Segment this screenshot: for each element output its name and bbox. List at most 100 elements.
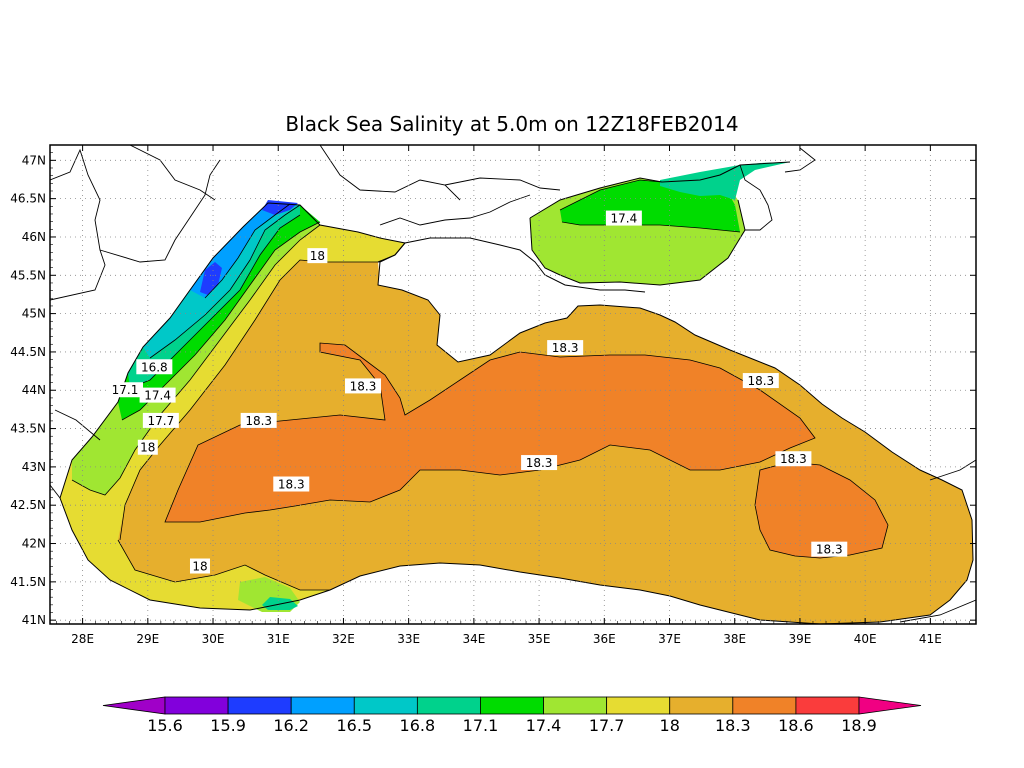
- colorbar-tick-label: 16.8: [400, 716, 436, 735]
- colorbar-segment: [669, 696, 734, 715]
- colorbar-tick-label: 17.4: [526, 716, 562, 735]
- contour-label-box: [136, 359, 173, 375]
- lon-tick-label: 35E: [528, 632, 551, 646]
- contour-label: 17.7: [147, 414, 174, 428]
- contour-label-box: [307, 248, 328, 264]
- colorbar-segment: [416, 696, 481, 715]
- lat-tick-label: 44N: [22, 383, 46, 397]
- lat-tick-label: 42.5N: [10, 498, 46, 512]
- colorbar: 15.6 15.9 16.2 16.5 16.8 17.1 17.4 17.7 18 18.3 18…: [102, 696, 922, 735]
- lat-tick-label: 43.5N: [10, 422, 46, 436]
- contour-label-box: [521, 455, 558, 471]
- lat-tick-label: 41N: [22, 613, 46, 627]
- colorbar-segment: [795, 696, 860, 715]
- contour-label-box: [547, 340, 584, 356]
- azov-band-17.1: [660, 162, 790, 200]
- contour-label-box: [139, 387, 176, 403]
- longitude-labels: 28E 29E 30E 31E 32E 33E 34E 35E 36E 37E 38E 39E 40E 4…: [71, 632, 942, 646]
- colorbar-segment: [290, 696, 355, 715]
- contour-label: 18: [310, 249, 325, 263]
- contour-label-box: [811, 541, 848, 557]
- lon-tick-label: 36E: [593, 632, 616, 646]
- colorbar-segment: [543, 696, 608, 715]
- contour-label: 18: [192, 560, 207, 574]
- contour-label: 18.3: [278, 478, 305, 492]
- band-15.9-16.2: [200, 262, 222, 295]
- map-title: Black Sea Salinity at 5.0m on 12Z18FEB20…: [285, 112, 738, 136]
- lat-tick-label: 43N: [22, 460, 46, 474]
- lon-tick-label: 31E: [267, 632, 290, 646]
- colorbar-tick-label: 16.5: [336, 716, 372, 735]
- coastline: [59, 161, 974, 624]
- lat-tick-label: 44.5N: [10, 345, 46, 359]
- band-18.3-18.6-east: [755, 462, 888, 558]
- contour-label-box: [775, 451, 812, 467]
- lon-tick-label: 38E: [723, 632, 746, 646]
- contour-labels: 18 16.817.1 17.4 17.7 18 18.3 18.3 18.3 18.3 18.3…: [106, 210, 848, 574]
- contour-label-box: [137, 439, 158, 455]
- latitude-labels: 47N 46.5N 46N 45.5N 45N 44.5N 44N 43.5N 43N 42.5N…: [10, 153, 46, 627]
- contour-label-box: [142, 412, 179, 428]
- lon-tick-label: 41E: [919, 632, 942, 646]
- colorbar-tick-label: 17.7: [589, 716, 625, 735]
- contour-label-box: [742, 373, 779, 389]
- colorbar-tick-label: 18.6: [778, 716, 814, 735]
- band-18.3-18.6-central: [165, 343, 815, 522]
- contour-label: 18.3: [816, 543, 843, 557]
- colorbar-tick-label: 16.2: [273, 716, 309, 735]
- lon-tick-label: 40E: [854, 632, 877, 646]
- land-borders: [50, 145, 976, 623]
- colorbar-tick-label: 15.6: [147, 716, 183, 735]
- colorbar-left-arrow: [102, 696, 166, 715]
- contour-label: 18.3: [245, 414, 272, 428]
- colorbar-tick-label: 18.3: [715, 716, 751, 735]
- contour-label: 18.3: [552, 341, 579, 355]
- contour-label-box: [345, 378, 382, 394]
- colorbar-tick-label: 15.9: [210, 716, 246, 735]
- map-panel: 28E 29E 30E 31E 32E 33E 34E 35E 36E 37E 38E 39E 40E 4…: [10, 144, 977, 646]
- colorbar-segment: [353, 696, 418, 715]
- contour-label: 17.1: [112, 383, 139, 397]
- contour-label: 18.3: [350, 379, 377, 393]
- lat-tick-label: 47N: [22, 153, 46, 167]
- lon-tick-label: 37E: [658, 632, 681, 646]
- lon-tick-label: 32E: [332, 632, 355, 646]
- contour-label: 17.4: [144, 389, 171, 403]
- band-15.9-16.2-north: [262, 200, 298, 215]
- lat-tick-label: 41.5N: [10, 575, 46, 589]
- lon-tick-label: 28E: [71, 632, 94, 646]
- contour-label-box: [189, 558, 210, 574]
- contour-label-box: [240, 412, 277, 428]
- lon-tick-label: 29E: [136, 632, 159, 646]
- colorbar-right-arrow: [858, 696, 922, 715]
- colorbar-tick-label: 18.9: [841, 716, 877, 735]
- contour-label: 18.3: [747, 374, 774, 388]
- lat-tick-label: 45.5N: [10, 268, 46, 282]
- colorbar-tick-label: 17.1: [463, 716, 499, 735]
- crimea-land: [378, 238, 645, 362]
- lat-tick-label: 46.5N: [10, 192, 46, 206]
- lon-tick-label: 33E: [397, 632, 420, 646]
- contour-label: 17.4: [610, 212, 637, 226]
- colorbar-segment: [227, 696, 292, 715]
- lon-tick-label: 34E: [462, 632, 485, 646]
- colorbar-segment: [606, 696, 671, 715]
- contour-label-box: [106, 382, 143, 398]
- colorbar-segment: [732, 696, 797, 715]
- contour-label: 18: [140, 441, 155, 455]
- lon-tick-label: 39E: [788, 632, 811, 646]
- contour-lines: [71, 179, 889, 591]
- lon-tick-label: 30E: [202, 632, 225, 646]
- colorbar-tick-label: 18: [660, 716, 680, 735]
- colorbar-segment: [164, 696, 229, 715]
- contour-label: 18.3: [780, 452, 807, 466]
- contour-label-box: [273, 476, 310, 492]
- contour-label: 16.8: [141, 360, 168, 374]
- contour-label: 18.3: [526, 456, 553, 470]
- axis-ticks: [50, 145, 976, 624]
- lat-tick-label: 46N: [22, 230, 46, 244]
- lat-tick-label: 45N: [22, 307, 46, 321]
- lat-tick-label: 42N: [22, 537, 46, 551]
- contour-label-box: [605, 210, 642, 226]
